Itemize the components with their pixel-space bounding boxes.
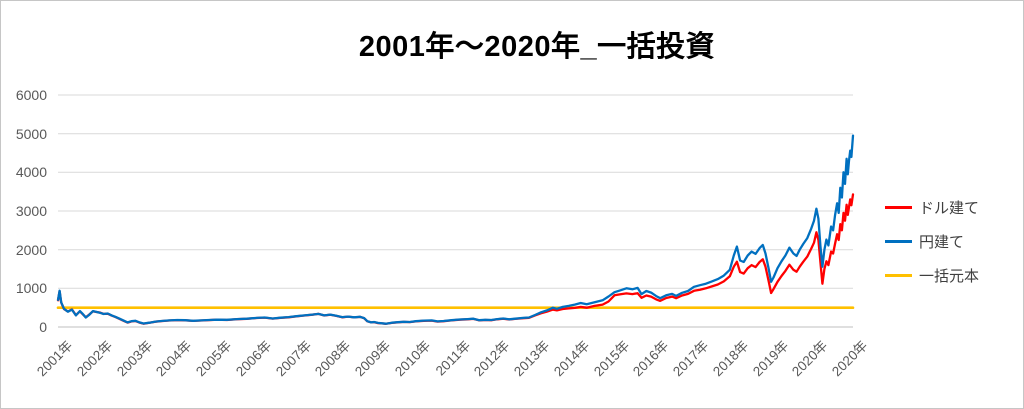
legend: ドル建て 円建て 一括元本 — [885, 197, 1021, 299]
legend-item-principal: 一括元本 — [885, 265, 1021, 285]
y-tick-label: 3000 — [15, 203, 47, 219]
legend-swatch-yen — [885, 239, 912, 243]
y-tick-label: 0 — [39, 319, 47, 335]
legend-label-usd: ドル建て — [919, 199, 980, 217]
legend-item-yen: 円建て — [885, 231, 1021, 251]
y-tick-label: 5000 — [15, 125, 47, 142]
legend-label-principal: 一括元本 — [919, 267, 980, 285]
chart-title: 2001年～2020年_一括投資 — [358, 31, 716, 63]
legend-item-usd: ドル建て — [885, 197, 1021, 217]
series-line-yen — [56, 134, 855, 325]
legend-label-yen: 円建て — [919, 233, 965, 251]
y-tick-label: 2000 — [15, 241, 47, 258]
y-tick-label: 4000 — [15, 164, 47, 181]
y-tick-label: 6000 — [15, 87, 47, 103]
legend-swatch-principal — [885, 273, 912, 277]
legend-swatch-usd — [885, 205, 912, 209]
y-tick-label: 1000 — [15, 280, 47, 297]
